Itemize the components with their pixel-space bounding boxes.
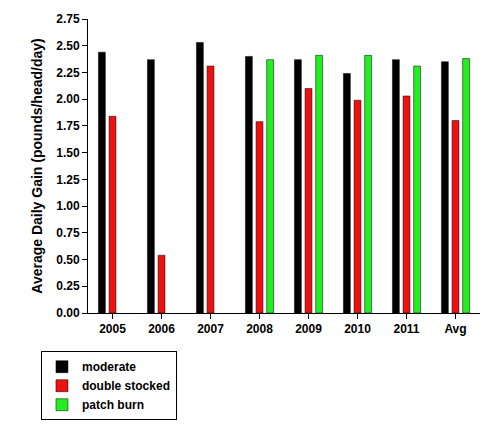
svg-text:2011: 2011 — [393, 322, 419, 336]
svg-text:double stocked: double stocked — [82, 379, 170, 393]
svg-text:2010: 2010 — [344, 322, 371, 336]
svg-text:patch burn: patch burn — [82, 398, 144, 412]
svg-text:2006: 2006 — [148, 322, 175, 336]
svg-text:0.50: 0.50 — [56, 253, 80, 267]
svg-text:2.75: 2.75 — [56, 12, 80, 26]
svg-text:1.00: 1.00 — [56, 199, 80, 213]
svg-text:Avg: Avg — [444, 322, 466, 336]
svg-text:moderate: moderate — [82, 360, 136, 374]
svg-text:2008: 2008 — [246, 322, 273, 336]
svg-text:1.50: 1.50 — [56, 146, 80, 160]
svg-text:1.25: 1.25 — [56, 173, 80, 187]
svg-text:1.75: 1.75 — [56, 119, 80, 133]
svg-text:2.25: 2.25 — [56, 66, 80, 80]
svg-text:2.50: 2.50 — [56, 39, 80, 53]
svg-text:0.00: 0.00 — [56, 306, 80, 320]
svg-text:Average Daily Gain (pounds/hea: Average Daily Gain (pounds/head/day) — [29, 38, 45, 293]
svg-text:2009: 2009 — [295, 322, 322, 336]
svg-text:0.25: 0.25 — [56, 279, 80, 293]
svg-text:2007: 2007 — [197, 322, 224, 336]
svg-text:2005: 2005 — [99, 322, 126, 336]
svg-text:0.75: 0.75 — [56, 226, 80, 240]
svg-text:2.00: 2.00 — [56, 92, 80, 106]
